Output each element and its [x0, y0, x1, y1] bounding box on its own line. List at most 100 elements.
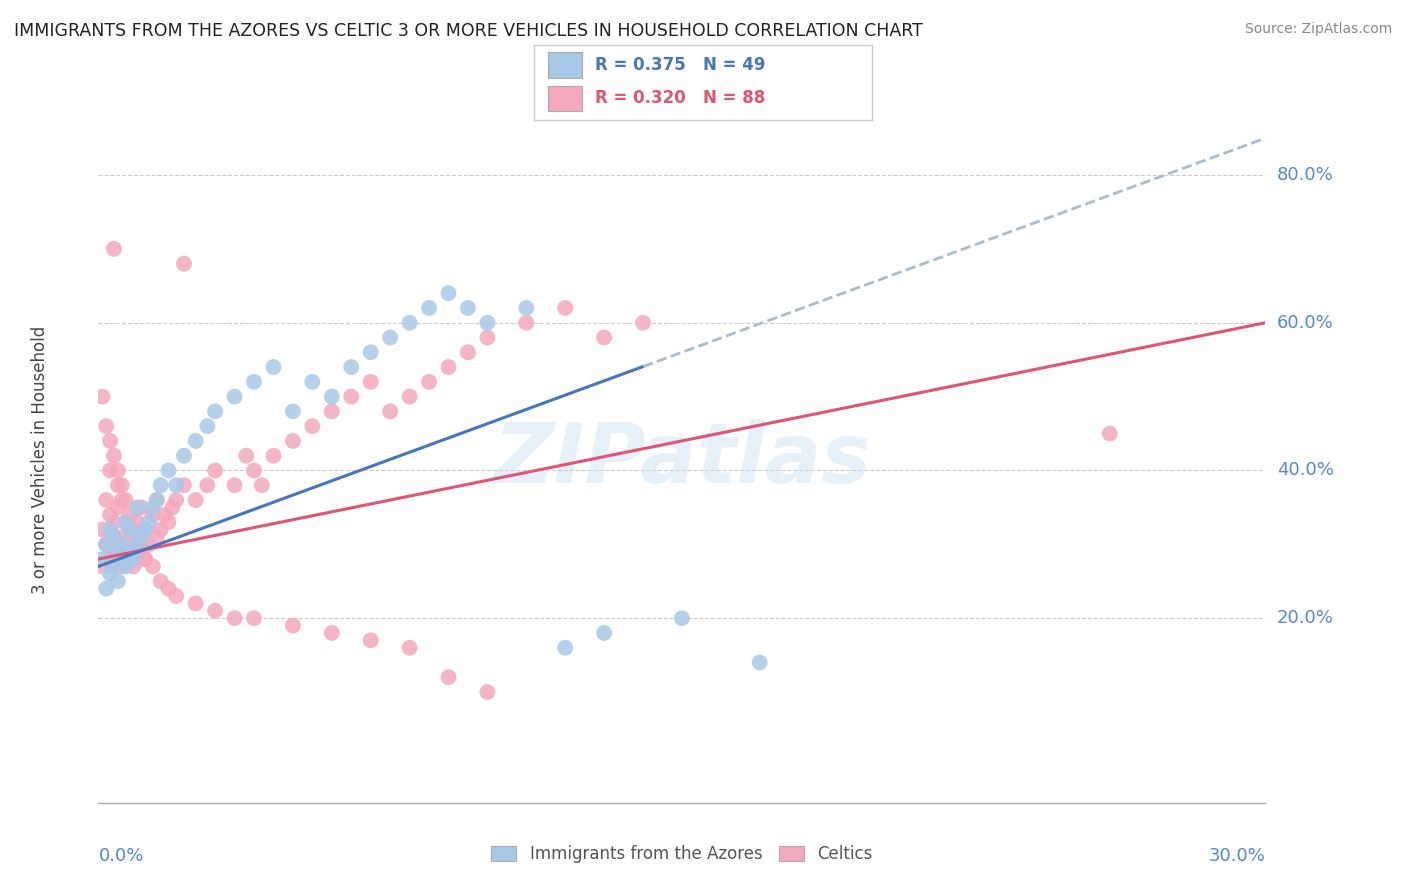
- Point: [118, 523, 141, 537]
- Point: [146, 493, 169, 508]
- Point: [107, 537, 129, 551]
- Point: [96, 537, 118, 551]
- Point: [165, 589, 187, 603]
- Point: [127, 500, 149, 515]
- Point: [118, 544, 141, 558]
- Point: [107, 574, 129, 589]
- Point: [142, 508, 165, 522]
- Point: [129, 530, 152, 544]
- Point: [173, 257, 195, 271]
- Point: [204, 463, 226, 477]
- Point: [91, 523, 114, 537]
- Point: [91, 552, 114, 566]
- Point: [301, 375, 323, 389]
- Point: [118, 523, 141, 537]
- Point: [111, 493, 134, 508]
- Point: [224, 611, 246, 625]
- Point: [134, 523, 156, 537]
- Point: [129, 500, 152, 515]
- Point: [91, 559, 114, 574]
- Text: 3 or more Vehicles in Household: 3 or more Vehicles in Household: [31, 326, 49, 593]
- Point: [142, 559, 165, 574]
- Point: [195, 419, 218, 434]
- Point: [281, 434, 304, 448]
- Point: [262, 360, 284, 375]
- Point: [157, 463, 180, 477]
- Point: [134, 552, 156, 566]
- Point: [360, 345, 382, 359]
- Point: [235, 449, 257, 463]
- Point: [127, 544, 149, 558]
- Point: [107, 463, 129, 477]
- Point: [153, 508, 176, 522]
- Point: [195, 478, 218, 492]
- Point: [224, 390, 246, 404]
- Point: [321, 390, 343, 404]
- Point: [103, 515, 125, 529]
- Point: [114, 493, 136, 508]
- Point: [103, 544, 125, 558]
- Point: [146, 530, 169, 544]
- Point: [103, 449, 125, 463]
- Point: [118, 552, 141, 566]
- Text: 40.0%: 40.0%: [1277, 461, 1334, 480]
- Point: [281, 404, 304, 418]
- Point: [173, 478, 195, 492]
- Point: [142, 500, 165, 515]
- Point: [477, 316, 499, 330]
- Point: [127, 515, 149, 529]
- Point: [103, 530, 125, 544]
- Point: [360, 633, 382, 648]
- Point: [111, 530, 134, 544]
- Point: [122, 530, 145, 544]
- Point: [103, 559, 125, 574]
- Point: [243, 611, 266, 625]
- Point: [122, 523, 145, 537]
- Point: [114, 515, 136, 529]
- Point: [122, 552, 145, 566]
- Point: [165, 493, 187, 508]
- Point: [554, 640, 576, 655]
- Point: [593, 626, 616, 640]
- Point: [107, 500, 129, 515]
- Point: [593, 330, 616, 344]
- Text: 0.0%: 0.0%: [98, 847, 143, 865]
- Point: [380, 330, 402, 344]
- Point: [98, 434, 121, 448]
- Legend: Immigrants from the Azores, Celtics: Immigrants from the Azores, Celtics: [485, 838, 879, 870]
- Point: [111, 478, 134, 492]
- Text: 30.0%: 30.0%: [1209, 847, 1265, 865]
- Point: [157, 515, 180, 529]
- Point: [107, 544, 129, 558]
- Point: [122, 559, 145, 574]
- Point: [165, 478, 187, 492]
- Point: [96, 582, 118, 596]
- FancyBboxPatch shape: [548, 52, 582, 78]
- Point: [748, 656, 770, 670]
- Point: [631, 316, 654, 330]
- Point: [184, 596, 207, 610]
- Point: [437, 670, 460, 684]
- Point: [98, 552, 121, 566]
- Text: R = 0.375   N = 49: R = 0.375 N = 49: [595, 56, 765, 74]
- Point: [398, 390, 420, 404]
- Point: [398, 316, 420, 330]
- Point: [243, 375, 266, 389]
- Point: [157, 582, 180, 596]
- Text: 80.0%: 80.0%: [1277, 166, 1334, 184]
- Point: [671, 611, 693, 625]
- Point: [129, 537, 152, 551]
- Point: [437, 360, 460, 375]
- Text: Source: ZipAtlas.com: Source: ZipAtlas.com: [1244, 22, 1392, 37]
- Point: [91, 390, 114, 404]
- Point: [418, 375, 440, 389]
- Point: [162, 500, 184, 515]
- Point: [138, 515, 160, 529]
- Point: [250, 478, 273, 492]
- Point: [107, 478, 129, 492]
- Point: [457, 345, 479, 359]
- Point: [204, 604, 226, 618]
- Point: [103, 242, 125, 256]
- Point: [111, 537, 134, 551]
- Point: [554, 301, 576, 315]
